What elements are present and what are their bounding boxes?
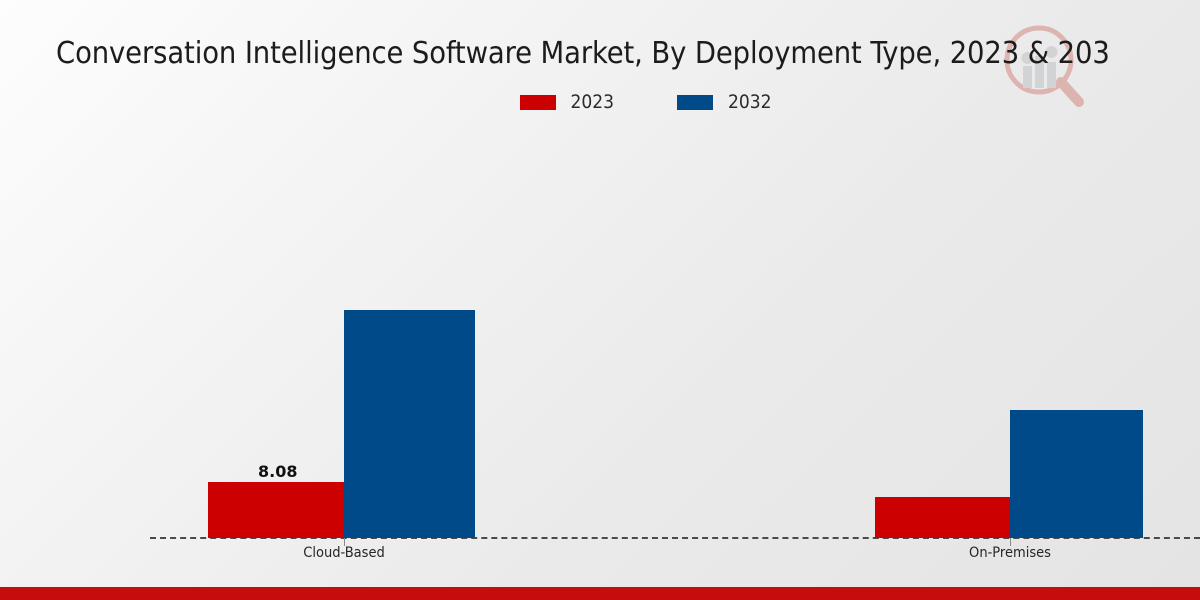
bar-on-premises-2023[interactable] [875, 497, 1010, 538]
x-category-label-on-premises: On-Premises [969, 545, 1051, 561]
x-tick-on-premises [1010, 538, 1011, 546]
legend-label-2023: 2023 [570, 91, 615, 113]
legend-item-2032[interactable]: 2032 [676, 91, 772, 113]
footer-accent-bar [0, 587, 1200, 600]
legend-swatch-2032-icon [676, 93, 714, 111]
legend-label-2032: 2032 [728, 91, 772, 113]
x-category-label-cloud-based: Cloud-Based [303, 545, 385, 561]
bar-cloud-based-2032[interactable] [344, 310, 475, 538]
x-axis-baseline [150, 537, 1200, 539]
chart-title: Conversation Intelligence Software Marke… [56, 36, 1110, 71]
bar-cloud-based-2023[interactable] [208, 482, 344, 538]
chart-legend: 2023 2032 [0, 91, 1200, 113]
bar-on-premises-2032[interactable] [1010, 410, 1143, 538]
legend-swatch-2023-icon [518, 93, 557, 111]
bar-value-label-cloud-based-2023: 8.08 [258, 462, 298, 481]
legend-item-2023[interactable]: 2023 [518, 91, 615, 113]
x-tick-cloud-based [344, 538, 345, 546]
